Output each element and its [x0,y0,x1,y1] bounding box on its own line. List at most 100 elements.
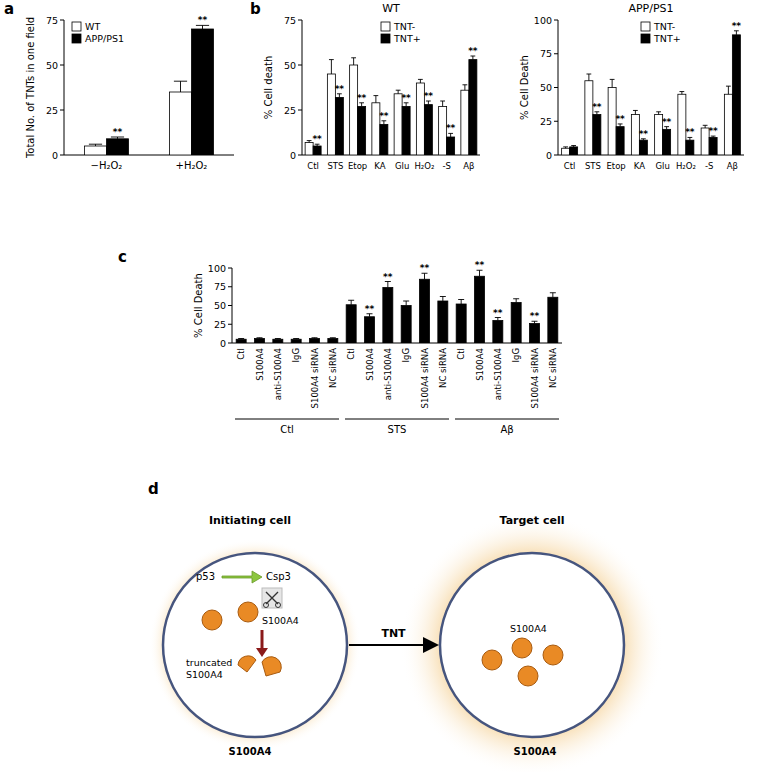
x-tick-label: Ctl [564,161,576,171]
significance: ** [592,102,602,112]
significance: ** [312,134,322,144]
x-tick-label: Etop [348,161,367,171]
s100a4-protein [543,645,563,665]
x-tick-label: −H₂O₂ [91,160,123,171]
group-bracket [235,419,339,420]
bar [170,92,192,155]
panel-2: APP/PS10255075100% Cell Death***********… [519,2,744,171]
error-bar [418,79,423,83]
bar [310,339,320,344]
error-bar [610,79,615,87]
diagram: dInitiating cellTarget cellp53Csp3S100A4… [148,480,664,772]
y-tick [554,155,558,156]
error-bar [513,299,519,303]
group-bracket [345,419,449,420]
error-bar [462,85,467,90]
tnt-arrow [349,644,437,646]
bar [562,148,570,155]
error-bar [351,58,356,65]
y-tick-label: 100 [208,263,226,274]
error-bar [174,81,187,92]
bar [291,339,301,343]
legend-label: APP/PS1 [85,33,124,44]
protein-label: S100A4 [262,615,299,626]
significance: ** [424,91,434,101]
bar [380,124,388,155]
y-tick-label: 25 [284,105,296,116]
x-tick-label: KA [374,161,385,171]
initiating-cell [163,553,347,737]
x-tick-label: NC siRNA [328,348,338,388]
y-tick-label: 0 [220,338,226,349]
y-tick-label: 100 [534,15,552,26]
significance: ** [639,129,649,139]
error-bar [633,110,638,114]
legend-swatch [381,22,390,31]
x-tick-label: Glu [395,161,409,171]
group-label: STS [388,424,407,435]
x-tick-label: anti-S100A4 [273,348,283,400]
bar [358,106,366,155]
x-tick-label: -S [442,161,450,171]
y-tick-label: 25 [46,105,58,116]
panel-letter: a [4,0,14,18]
error-bar [495,318,501,321]
x-tick-label: -S [705,161,713,171]
x-tick-label: anti-S100A4 [493,348,503,400]
legend-label: TNT- [653,21,675,32]
error-bar [440,101,445,106]
significance: ** [708,126,718,136]
bar [511,303,521,344]
y-tick [298,110,302,111]
error-bar [734,31,739,35]
bar [328,339,338,344]
significance: ** [401,93,411,103]
error-bar [315,144,320,146]
y-tick [298,155,302,156]
error-bar [396,90,401,94]
y-tick-label: 25 [214,319,226,330]
panel-letter: d [148,480,159,498]
error-bar [440,297,446,302]
y-tick [60,65,64,66]
x-tick-label: S100A4 [365,348,375,381]
error-bar [586,74,591,81]
p53-label: p53 [196,571,215,582]
bar [663,129,671,155]
significance: ** [468,46,478,56]
x-tick-label: KA [634,161,645,171]
y-tick-label: 75 [540,48,552,59]
s100a4-protein [238,602,258,622]
marks [305,56,477,155]
bar [335,97,343,155]
error-bar [381,121,386,125]
truncated-label-line: truncated [186,657,232,668]
y-tick-label: 0 [546,150,552,161]
truncated-label: truncatedS100A4 [186,657,232,680]
bar [548,297,558,343]
y-tick-label: 50 [214,300,226,311]
bar [383,288,393,344]
x-tick-label: Ctl [346,348,356,360]
error-bar [257,337,263,339]
cell-title: Initiating cell [209,514,291,527]
legend-swatch [641,34,650,43]
cleavage-arrow [261,630,264,650]
error-bar [238,338,244,340]
bar [305,142,313,155]
significance: ** [365,304,375,314]
legend: TNT-TNT+ [381,21,421,44]
group-label: Ctl [280,424,294,435]
error-bar [594,112,599,115]
activation-arrow [222,571,262,583]
bar [475,276,485,343]
significance: ** [335,84,345,94]
bar [732,35,740,155]
legend-swatch [72,34,81,43]
error-bar [726,86,731,94]
scissors-blades [266,592,278,604]
x-tick-label: Ctl [236,348,246,360]
x-tick-label: S100A4 siRNA [530,348,540,409]
error-bar [422,273,428,279]
error-bar [426,101,431,105]
